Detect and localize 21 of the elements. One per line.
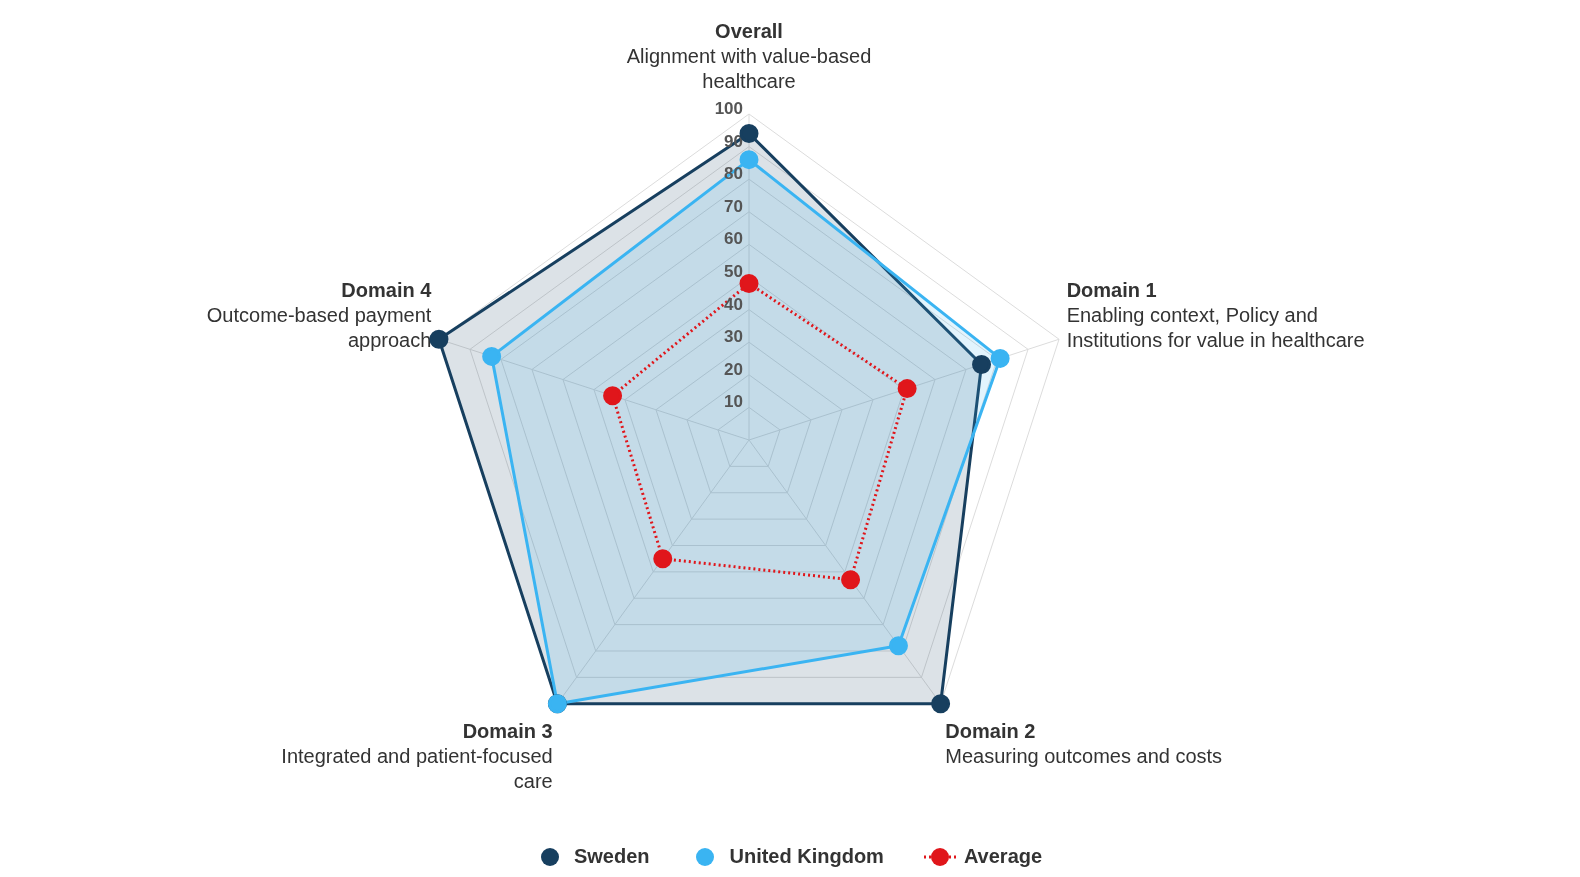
legend-label: Average <box>963 845 1043 868</box>
spoke-label: Overall <box>715 20 783 42</box>
text: Measuring outcomes and costs <box>945 745 1223 768</box>
y-tick-label: 10 <box>724 392 743 412</box>
y-tick-label: 50 <box>724 262 743 281</box>
legend-label: Sweden <box>573 845 650 868</box>
text: Alignment with value-based healthcare <box>626 45 872 92</box>
text: Enabling context, Policy and Institutions for value in healthcare <box>1066 303 1365 351</box>
y-tick-label: 30 <box>724 327 743 347</box>
y-tick-label: 60 <box>724 229 743 249</box>
text: Integrated and patient-focused care <box>281 745 553 793</box>
y-tick-label: 20 <box>724 359 743 379</box>
y-tick-label: 40 <box>724 294 743 314</box>
spoke-label: Domain 1 <box>1066 278 1157 301</box>
spoke-label: Domain 2 <box>945 720 1036 743</box>
spoke-label: Domain 4 <box>341 278 433 301</box>
y-tick-label: 100 <box>714 99 743 118</box>
legend-label: United Kingdom <box>729 845 884 868</box>
spoke-label: Domain 3 <box>462 720 553 743</box>
y-tick-label: 70 <box>724 196 743 216</box>
text: Outcome-based payment approach <box>206 303 432 351</box>
